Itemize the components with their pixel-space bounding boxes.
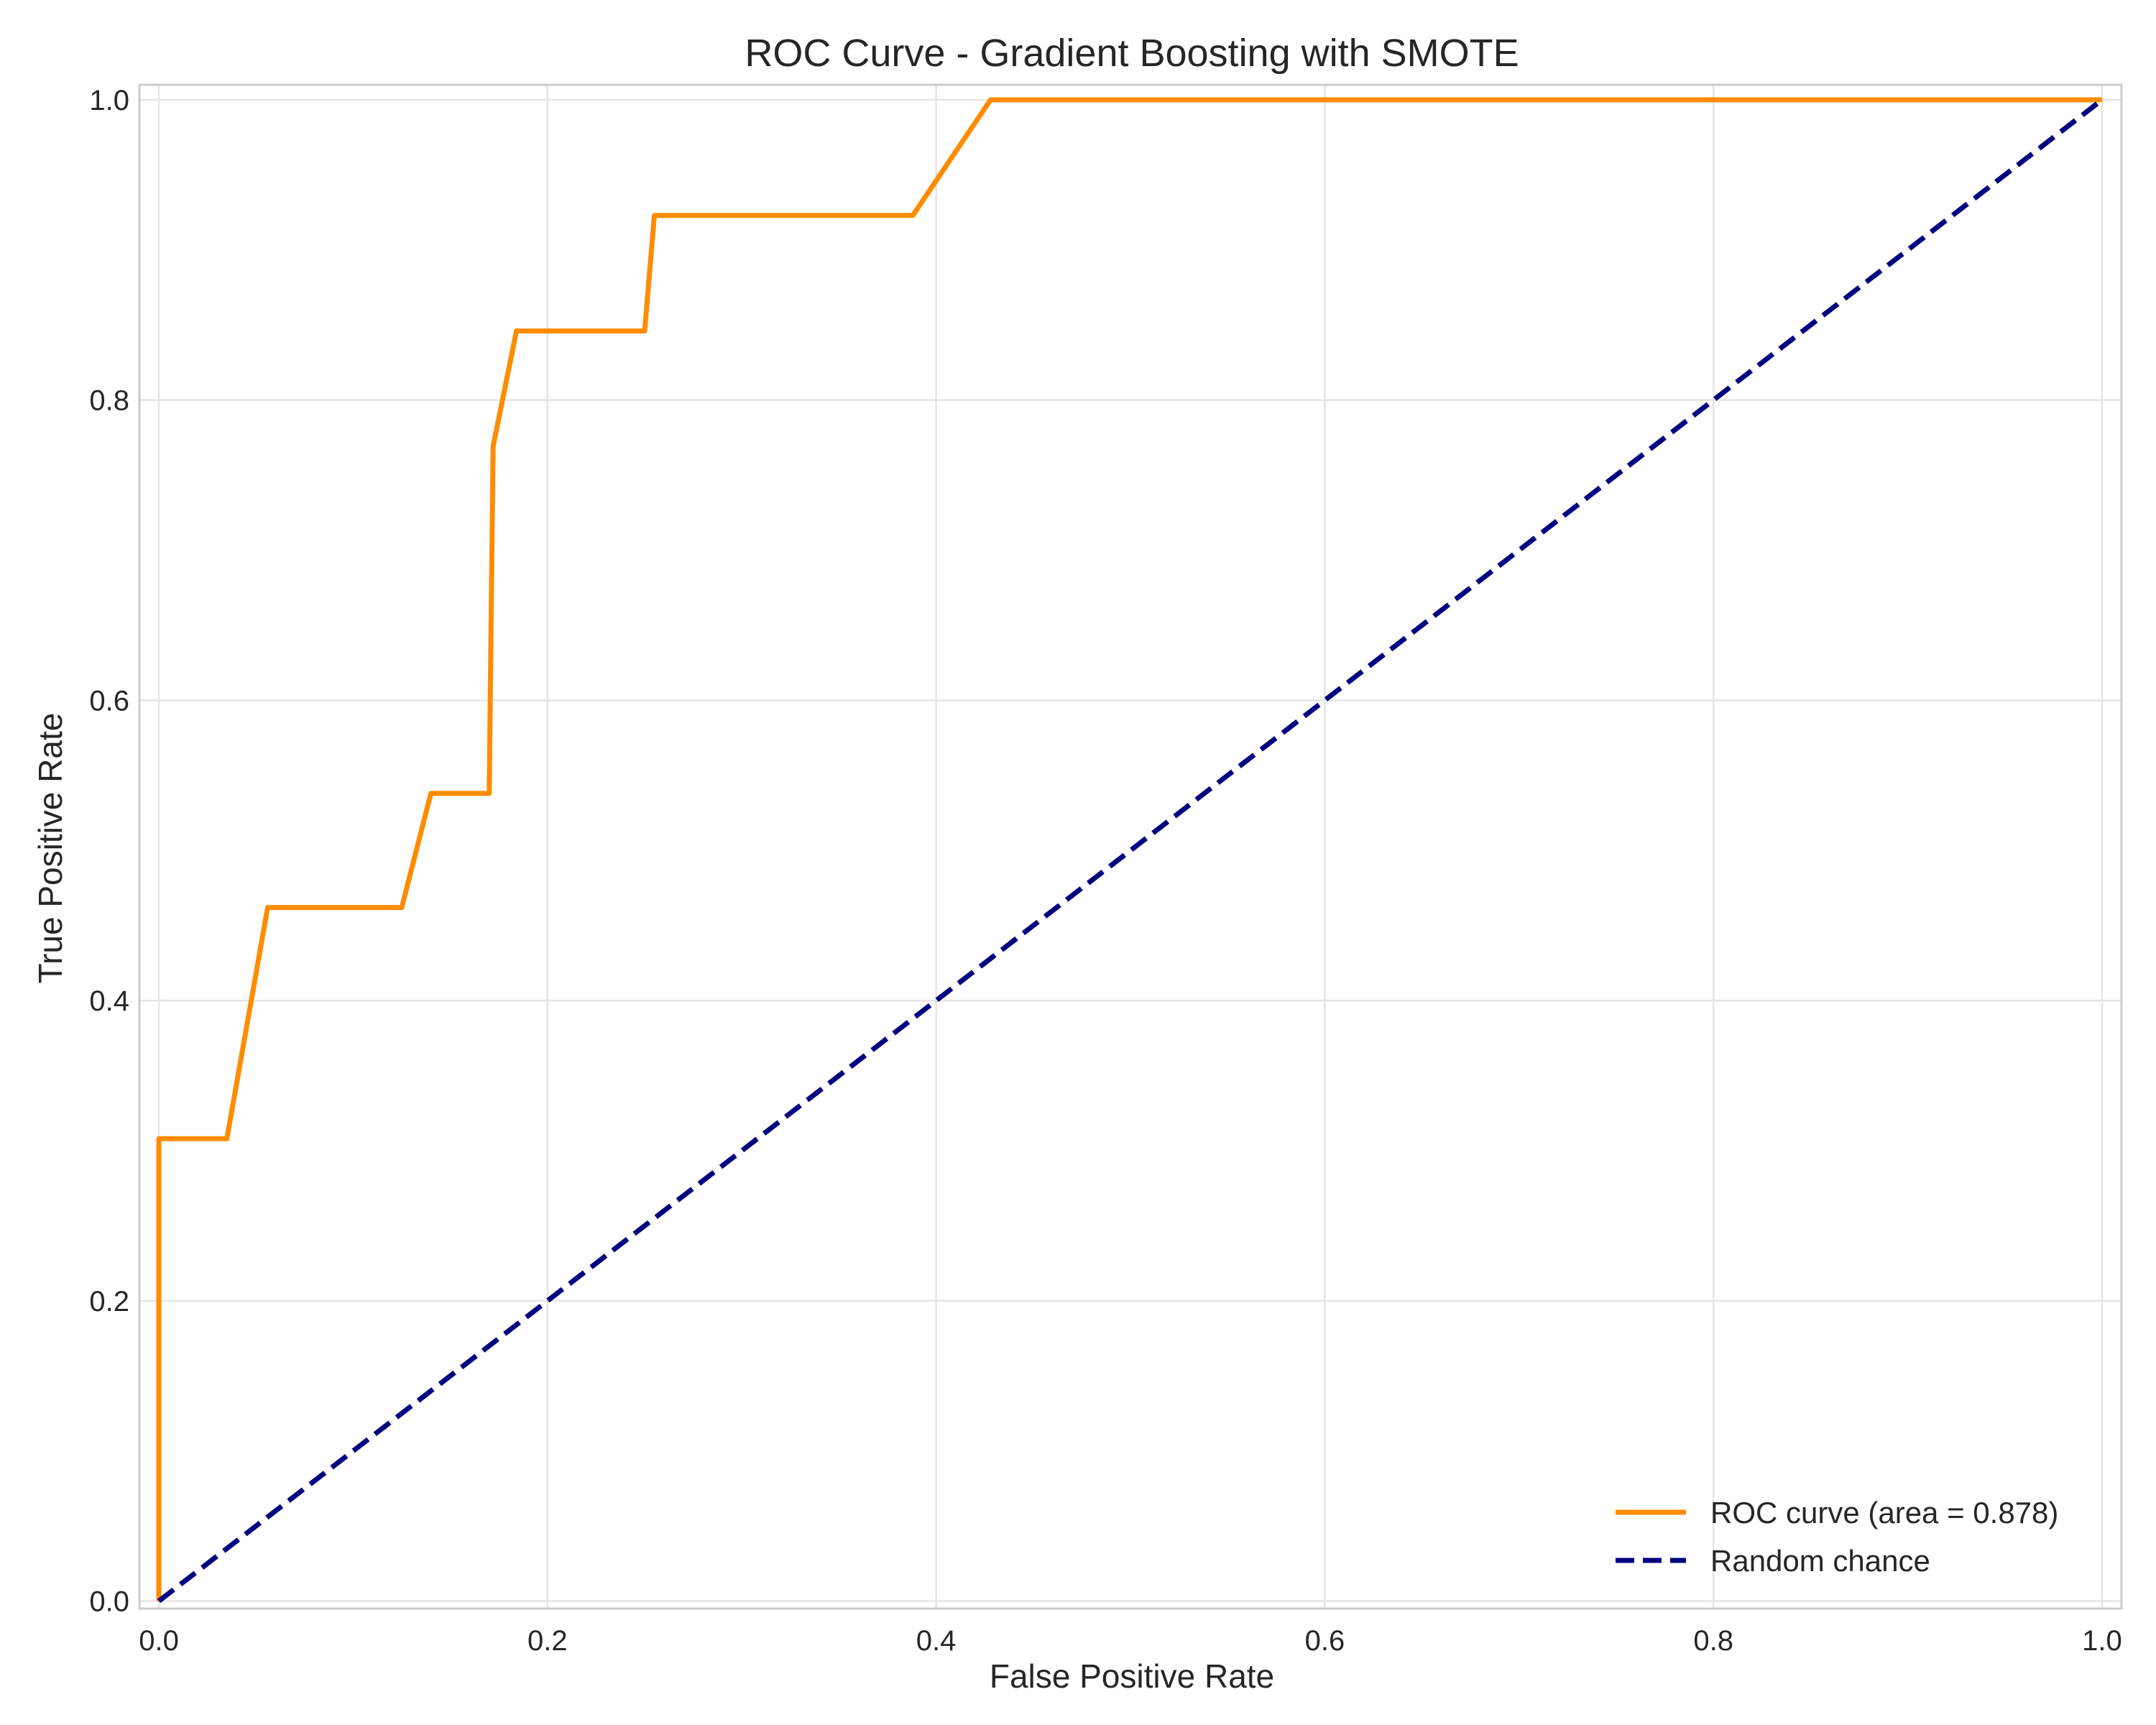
roc-curve-line [156, 97, 2102, 1601]
grid [139, 85, 2122, 1609]
legend-roc-label: ROC curve (area = 0.878) [1710, 1496, 2058, 1530]
x-tick-label: 0.0 [139, 1625, 179, 1657]
plot-lines [156, 97, 2104, 1604]
y-tick-label: 0.4 [89, 985, 129, 1017]
x-tick-label: 1.0 [2082, 1625, 2122, 1657]
legend: ROC curve (area = 0.878) Random chance [1616, 1496, 2058, 1578]
y-tick-label: 0.6 [89, 685, 129, 717]
y-axis-label: True Positive Rate [32, 713, 69, 984]
random-chance-line [157, 98, 2104, 1604]
plot-frame [138, 83, 2123, 1610]
x-axis-label: False Positive Rate [990, 1657, 1274, 1695]
y-tick-label: 0.8 [89, 385, 129, 417]
y-tick-label: 1.0 [89, 85, 129, 116]
x-tick-label: 0.2 [528, 1625, 568, 1657]
tick-labels: 0.0 0.2 0.4 0.6 0.8 1.0 0.0 0.2 0.4 0.6 0.8 1.0 [89, 85, 2122, 1657]
legend-random-label: Random chance [1710, 1544, 1930, 1578]
chart-title: ROC Curve - Gradient Boosting with SMOTE [745, 32, 1519, 75]
y-tick-label: 0.2 [89, 1286, 129, 1317]
y-tick-label: 0.0 [89, 1586, 129, 1618]
x-tick-label: 0.6 [1305, 1625, 1345, 1657]
x-tick-label: 0.8 [1693, 1625, 1733, 1657]
x-tick-label: 0.4 [916, 1625, 957, 1657]
